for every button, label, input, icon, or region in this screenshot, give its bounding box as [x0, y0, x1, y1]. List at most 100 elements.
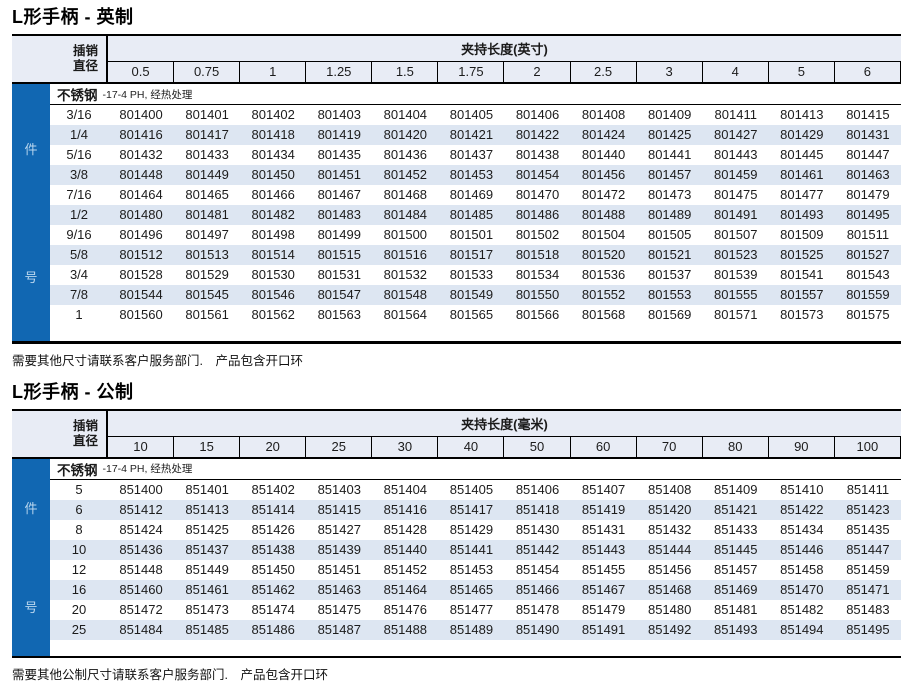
material-name: 不锈钢 [57, 462, 98, 478]
part-number-cell: 801461 [780, 167, 824, 182]
diameter-cell: 7/8 [69, 287, 89, 302]
part-number-cell: 851453 [449, 561, 494, 577]
part-number-cell: 801573 [780, 307, 824, 322]
diameter-cell: 7/16 [66, 187, 92, 202]
part-number-cell: 801566 [515, 307, 560, 322]
part-number-cell: 801416 [119, 127, 163, 142]
part-number-cell: 801575 [846, 307, 890, 322]
diameter-cell: 5 [75, 481, 83, 497]
diameter-cell: 1/4 [69, 127, 89, 142]
column-header: 1.25 [306, 62, 373, 82]
part-number-cell: 851448 [119, 561, 163, 577]
part-number-sidebar: 件 号 [12, 84, 50, 341]
part-number-cell: 801469 [449, 187, 494, 202]
part-number-cell: 801457 [647, 167, 692, 182]
column-header: 0.5 [108, 62, 175, 82]
part-number-cell: 801404 [383, 107, 428, 122]
part-number-cell: 801402 [251, 107, 295, 122]
part-number-cell: 801498 [251, 227, 295, 242]
part-number-cell: 851469 [714, 581, 758, 597]
part-number-cell: 801431 [846, 127, 890, 142]
part-number-cell: 851460 [119, 581, 163, 597]
part-number-cell: 851432 [647, 521, 692, 537]
table-row: 3/4 801528 801529 801530 801531 801532 801533 8… [50, 265, 901, 285]
part-number-cell: 801470 [515, 187, 560, 202]
part-number-cell: 851463 [317, 581, 361, 597]
column-headers: 10 15 20 25 30 40 50 60 70 80 90 100 [108, 436, 901, 457]
part-number-cell: 851495 [846, 621, 890, 637]
table-row: 16 851460 851461 851462 851463 851464 851465 85… [50, 579, 901, 600]
part-number-cell: 801486 [515, 207, 560, 222]
diameter-cell: 20 [71, 601, 87, 617]
part-number-cell: 851477 [449, 601, 494, 617]
part-number-cell: 801477 [780, 187, 824, 202]
part-number-cell: 851415 [317, 501, 361, 517]
part-number-cell: 851450 [251, 561, 295, 577]
part-number-cell: 801513 [185, 247, 229, 262]
part-number-cell: 851475 [317, 601, 361, 617]
column-header: 2 [504, 62, 571, 82]
pin-diameter-header: 插销 直径 [12, 36, 108, 82]
column-header: 30 [372, 436, 439, 457]
part-number-cell: 851467 [581, 581, 626, 597]
part-number-cell: 851404 [383, 481, 428, 497]
part-number-cell: 801422 [515, 127, 560, 142]
part-number-cell: 801511 [846, 227, 890, 242]
part-number-cell: 801419 [317, 127, 361, 142]
part-number-cell: 801552 [581, 287, 626, 302]
column-header: 60 [571, 436, 637, 457]
part-number-cell: 801405 [449, 107, 494, 122]
part-number-cell: 851439 [317, 541, 361, 557]
part-number-cell: 801448 [119, 167, 163, 182]
part-number-cell: 851478 [515, 601, 560, 617]
part-number-cell: 801411 [714, 107, 757, 122]
column-header: 1.5 [372, 62, 439, 82]
part-number-cell: 851433 [714, 521, 758, 537]
part-number-cell: 801507 [714, 227, 758, 242]
column-header: 40 [438, 436, 505, 457]
part-number-cell: 801468 [383, 187, 428, 202]
part-number-cell: 801466 [251, 187, 295, 202]
part-number-cell: 801452 [383, 167, 428, 182]
part-number-cell: 801563 [317, 307, 361, 322]
part-number-cell: 801417 [185, 127, 229, 142]
part-number-cell: 851488 [383, 621, 428, 637]
part-number-cell: 801534 [515, 267, 560, 282]
part-number-cell: 801434 [251, 147, 295, 162]
part-number-cell: 851489 [449, 621, 494, 637]
part-number-cell: 801520 [581, 247, 626, 262]
table-body: 件 号 不锈钢 -17-4 PH, 经热处理 5 851400 851401 8514… [12, 456, 901, 656]
length-header-group: 夹持长度(毫米) 10 15 20 25 30 40 50 60 70 80 90 100 [108, 411, 901, 457]
part-number-cell: 801445 [780, 147, 824, 162]
part-number-cell: 851458 [780, 561, 824, 577]
part-number-cell: 801421 [449, 127, 494, 142]
part-number-cell: 801453 [449, 167, 494, 182]
sidebar-char-top: 件 [24, 501, 38, 517]
table-row: 7/16 801464 801465 801466 801467 801468 801469… [50, 185, 901, 205]
column-headers: 0.5 0.75 1 1.25 1.5 1.75 2 2.5 3 4 5 6 [108, 62, 901, 82]
table-row: 5/8 801512 801513 801514 801515 801516 801517 8… [50, 245, 901, 265]
part-number-cell: 801523 [714, 247, 758, 262]
part-number-cell: 851491 [581, 621, 626, 637]
table-row: 10 851436 851437 851438 851439 851440 851441 85… [50, 539, 901, 560]
part-number-cell: 801432 [119, 147, 163, 162]
diameter-cell: 12 [71, 561, 87, 577]
column-header: 0.75 [174, 62, 241, 82]
part-number-cell: 851411 [846, 481, 890, 497]
part-number-cell: 801557 [780, 287, 824, 302]
part-number-cell: 851445 [714, 541, 758, 557]
table-row: 8 851424 851425 851426 851427 851428 851429 851… [50, 519, 901, 540]
part-number-cell: 801502 [515, 227, 560, 242]
table-row: 6 851412 851413 851414 851415 851416 851417 851… [50, 499, 901, 520]
part-number-cell: 851451 [317, 561, 361, 577]
column-header: 5 [769, 62, 835, 82]
part-number-cell: 801447 [846, 147, 890, 162]
part-number-cell: 801533 [449, 267, 494, 282]
table-row: 3/16 801400 801401 801402 801403 801404 801405… [50, 105, 901, 125]
part-number-cell: 801489 [647, 207, 692, 222]
column-header: 100 [835, 436, 901, 457]
part-number-cell: 801483 [317, 207, 361, 222]
part-number-cell: 851431 [581, 521, 626, 537]
part-number-cell: 851430 [515, 521, 560, 537]
